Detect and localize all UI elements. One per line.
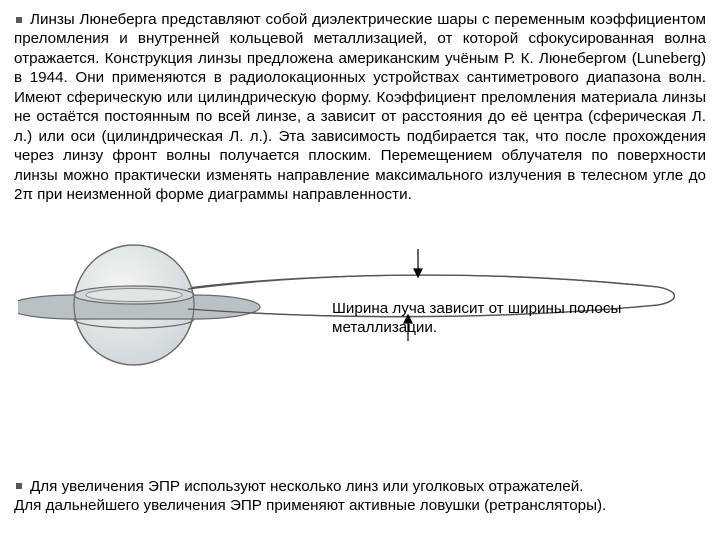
- paragraph-main: Линзы Люнеберга представляют собой диэле…: [14, 10, 706, 205]
- bottom-line1-text: Для увеличения ЭПР используют несколько …: [30, 478, 583, 495]
- diagram-caption: Ширина луча зависит от ширины полосы мет…: [332, 299, 702, 338]
- bullet-icon: [16, 17, 22, 23]
- paragraph-bottom: Для увеличения ЭПР используют несколько …: [14, 477, 706, 517]
- page: Линзы Люнеберга представляют собой диэле…: [0, 0, 720, 540]
- paragraph-bottom-line2: Для дальнейшего увеличения ЭПР применяют…: [14, 496, 706, 516]
- diagram-caption-text: Ширина луча зависит от ширины полосы мет…: [332, 300, 621, 336]
- diagram-row: Ширина луча зависит от ширины полосы мет…: [14, 211, 706, 391]
- paragraph-main-text: Линзы Люнеберга представляют собой диэле…: [14, 11, 706, 203]
- bullet-icon: [16, 483, 22, 489]
- paragraph-bottom-line1: Для увеличения ЭПР используют несколько …: [14, 477, 706, 497]
- metallization-inner-disk: [86, 288, 182, 301]
